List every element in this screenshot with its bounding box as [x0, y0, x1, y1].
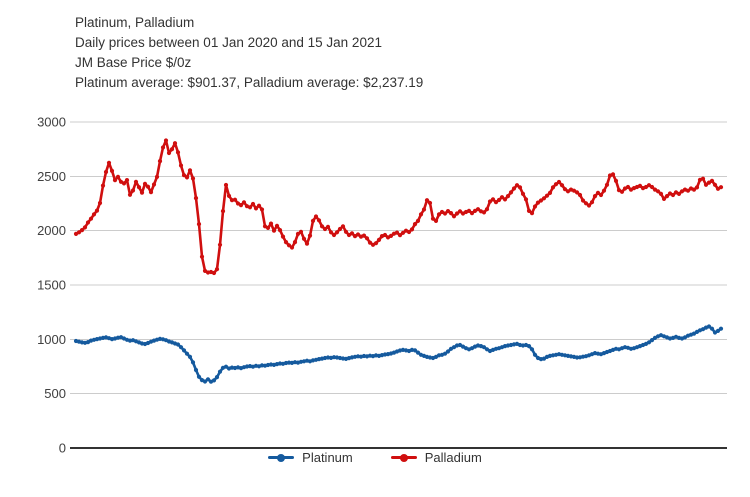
series-platinum [73, 324, 724, 384]
palladium-series-dot-icon [399, 453, 408, 462]
legend-item-palladium[interactable]: Palladium [390, 450, 482, 465]
chart-header: Platinum, Palladium Daily prices between… [75, 13, 423, 93]
chart-subtitle: Daily prices between 01 Jan 2020 and 15 … [75, 35, 382, 50]
legend-label-palladium: Palladium [424, 450, 482, 465]
y-tick-label: 3000 [37, 115, 66, 130]
chart-legend: Platinum Palladium [0, 450, 750, 465]
series-palladium [73, 138, 724, 276]
y-tick-label: 0 [59, 441, 66, 456]
gridlines [70, 121, 727, 449]
palladium-series-marker-icon [390, 453, 417, 462]
chart-averages-label: Platinum average: $901.37, Palladium ave… [75, 75, 424, 90]
chart-title: Platinum, Palladium [75, 15, 195, 30]
y-axis-tick-labels: 0 500 1000 1500 2000 2500 3000 [37, 115, 66, 456]
chart-units-label: JM Base Price $/0z [75, 55, 192, 70]
series-layer [73, 138, 724, 384]
legend-label-platinum: Platinum [302, 450, 353, 465]
y-tick-label: 2500 [37, 169, 66, 184]
y-tick-label: 500 [44, 386, 66, 401]
platinum-series-marker-icon [268, 453, 295, 462]
y-tick-label: 1000 [37, 332, 66, 347]
platinum-series-dot-icon [277, 453, 286, 462]
y-tick-label: 2000 [37, 223, 66, 238]
legend-item-platinum[interactable]: Platinum [268, 450, 353, 465]
y-tick-label: 1500 [37, 278, 66, 293]
